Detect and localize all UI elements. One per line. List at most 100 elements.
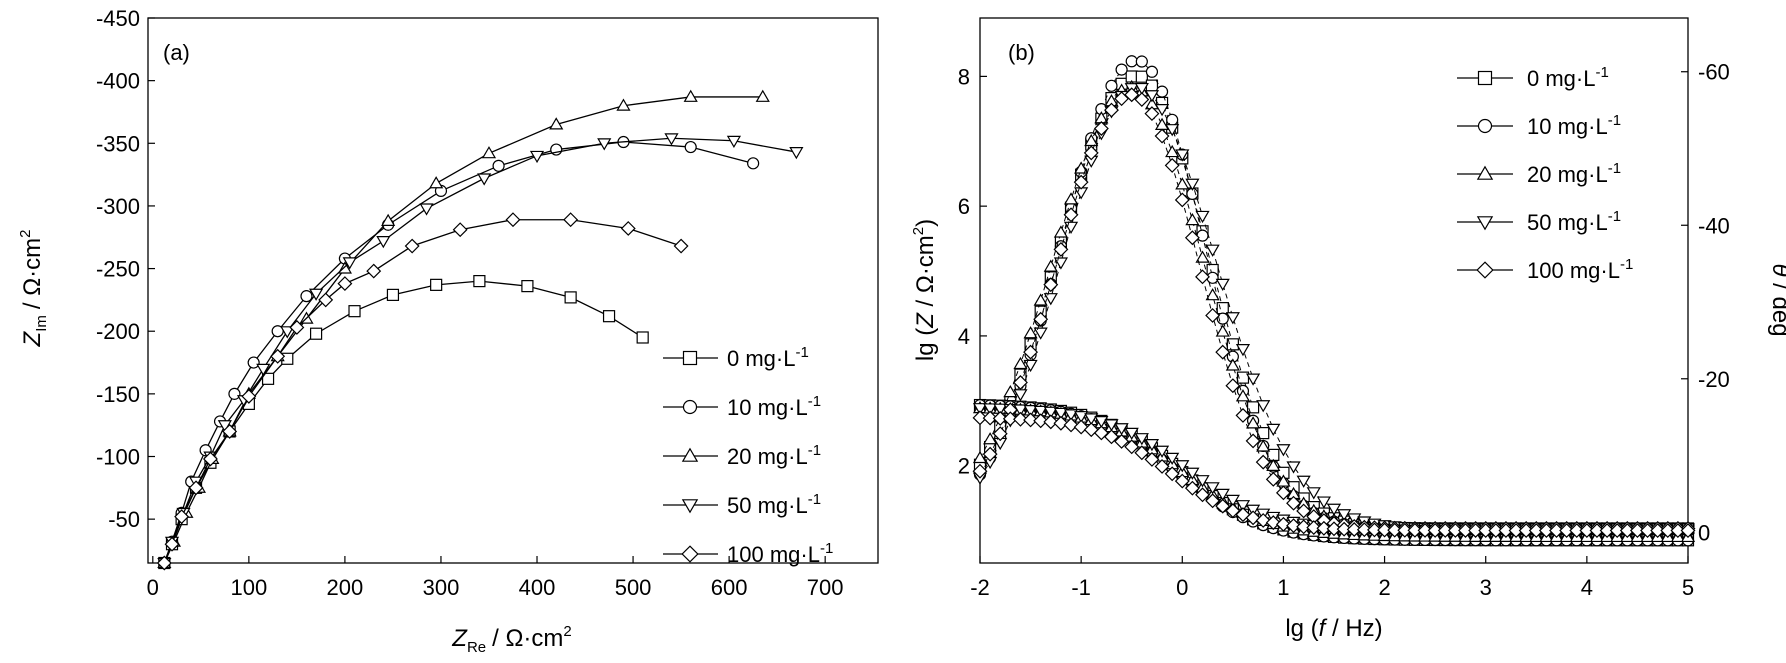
phase-point-b xyxy=(1266,423,1281,437)
magnitude-point-b xyxy=(1195,475,1210,488)
phase-point-b xyxy=(972,463,988,479)
phase-point-b xyxy=(1134,82,1149,96)
magnitude-point-b xyxy=(1255,513,1271,528)
series-a-1 xyxy=(158,135,760,570)
magnitude-point-b xyxy=(1306,520,1322,536)
data-point-a xyxy=(529,150,545,164)
phase-point-b xyxy=(1225,312,1240,325)
phase-point-b xyxy=(1023,326,1038,339)
phase-point-b xyxy=(1135,55,1148,68)
legend-b: 0 mg·L-1 10 mg·L-1 20 mg·L-1 50 mg·L-1 100 m… xyxy=(1457,64,1633,283)
phase-point-b xyxy=(1235,389,1251,402)
legend-label-a: 100 mg·L-1 xyxy=(727,540,833,567)
phase-point-b xyxy=(972,450,988,464)
data-point-a xyxy=(419,203,434,216)
phase-point-b xyxy=(1154,128,1170,144)
magnitude-point-b xyxy=(1144,451,1160,467)
magnitude-point-b xyxy=(1235,507,1251,523)
phase-point-b xyxy=(1196,229,1209,242)
magnitude-point-b xyxy=(1447,523,1463,538)
magnitude-point-b xyxy=(1579,523,1595,539)
data-point-a xyxy=(256,363,271,377)
data-point-a xyxy=(366,263,382,279)
legend-marker-a xyxy=(681,447,699,462)
x-tick-label-b: -1 xyxy=(1071,575,1091,600)
y-tick-label-b: 8 xyxy=(958,64,970,89)
series-a-0 xyxy=(158,275,649,570)
legend-marker-b xyxy=(1476,165,1494,180)
data-point-a xyxy=(563,212,579,228)
data-point-a xyxy=(616,98,631,111)
magnitude-point-b xyxy=(1437,523,1453,538)
phase-point-b xyxy=(1104,102,1119,118)
data-point-a xyxy=(381,213,396,226)
magnitude-point-b xyxy=(1680,523,1696,539)
magnitude-point-b xyxy=(1023,412,1039,428)
magnitude-point-b xyxy=(1235,500,1251,513)
magnitude-point-b xyxy=(1549,523,1564,539)
magnitude-point-b xyxy=(1053,415,1069,431)
magnitude-point-b xyxy=(1124,439,1140,455)
phase-point-b xyxy=(1154,104,1170,117)
phase-point-b xyxy=(1166,113,1179,126)
data-point-a xyxy=(156,555,172,571)
y2-tick-label-b: -20 xyxy=(1698,367,1730,392)
y-tick-label-a: -200 xyxy=(96,319,140,344)
magnitude-point-b xyxy=(1498,523,1514,538)
magnitude-point-b xyxy=(1589,523,1605,539)
magnitude-point-b xyxy=(1074,411,1089,424)
magnitude-point-b xyxy=(983,403,998,416)
phase-point-b xyxy=(1275,485,1291,501)
data-point-a xyxy=(597,138,612,151)
phase-point-b xyxy=(1144,106,1160,122)
magnitude-point-b xyxy=(1660,523,1676,539)
x-tick-label-a: 500 xyxy=(615,575,652,600)
phase-point-b xyxy=(1023,344,1039,360)
phase-point-b xyxy=(1296,503,1312,519)
phase-point-b xyxy=(1145,79,1159,92)
y2-tick-label-b: -40 xyxy=(1698,213,1730,238)
magnitude-point-b xyxy=(1043,406,1058,419)
magnitude-point-b xyxy=(1165,452,1180,465)
series-b-4 xyxy=(972,87,1696,539)
data-point-a xyxy=(337,276,353,292)
magnitude-point-b xyxy=(1478,523,1494,538)
series-line-a xyxy=(163,280,644,564)
phase-point-b xyxy=(982,446,998,462)
phase-point-b xyxy=(1246,401,1260,414)
magnitude-point-b xyxy=(1650,523,1666,539)
y-tick-label-a: -100 xyxy=(96,445,140,470)
legend-marker-a xyxy=(682,399,698,415)
phase-point-b xyxy=(1013,375,1028,390)
data-point-a xyxy=(270,348,286,364)
series-a-4 xyxy=(156,212,689,571)
y-axis-title-b: lg (Z / Ω·cm2) xyxy=(910,219,939,361)
chart-panel-b: -2 -1 0 1 2 3 4 5 2 4 6 8 0 -20 -40 -60 (b) lg (f / Hz)… xyxy=(910,17,1786,642)
magnitude-point-b xyxy=(1296,519,1312,535)
magnitude-point-b xyxy=(1569,523,1585,539)
phase-point-b xyxy=(1316,496,1331,509)
phase-point-b xyxy=(1165,144,1180,158)
legend-label-a: 0 mg·L-1 xyxy=(727,344,809,371)
magnitude-point-b xyxy=(1104,429,1119,445)
y2-tick-label-b: -60 xyxy=(1698,60,1730,85)
magnitude-point-b xyxy=(1458,523,1473,538)
magnitude-point-b xyxy=(1215,488,1230,502)
phase-point-b xyxy=(1134,92,1150,108)
data-point-a xyxy=(683,89,698,102)
phase-point-b xyxy=(1216,302,1229,315)
phase-point-b xyxy=(1257,427,1270,440)
phase-point-b xyxy=(1326,503,1342,516)
phase-point-b xyxy=(1245,433,1261,449)
legend-marker-b xyxy=(1476,216,1494,231)
phase-point-b xyxy=(1063,221,1079,234)
y-tick-label-a: -50 xyxy=(108,507,140,532)
phase-point-b xyxy=(1043,277,1059,293)
magnitude-point-b xyxy=(982,410,998,426)
phase-point-b xyxy=(1053,241,1069,257)
magnitude-point-b xyxy=(1407,522,1423,538)
data-point-a xyxy=(636,331,649,344)
legend-a: 0 mg·L-1 10 mg·L-1 20 mg·L-1 50 mg·L-1 100 m… xyxy=(663,344,833,567)
data-point-a xyxy=(726,135,742,149)
phase-point-b xyxy=(1195,210,1210,224)
